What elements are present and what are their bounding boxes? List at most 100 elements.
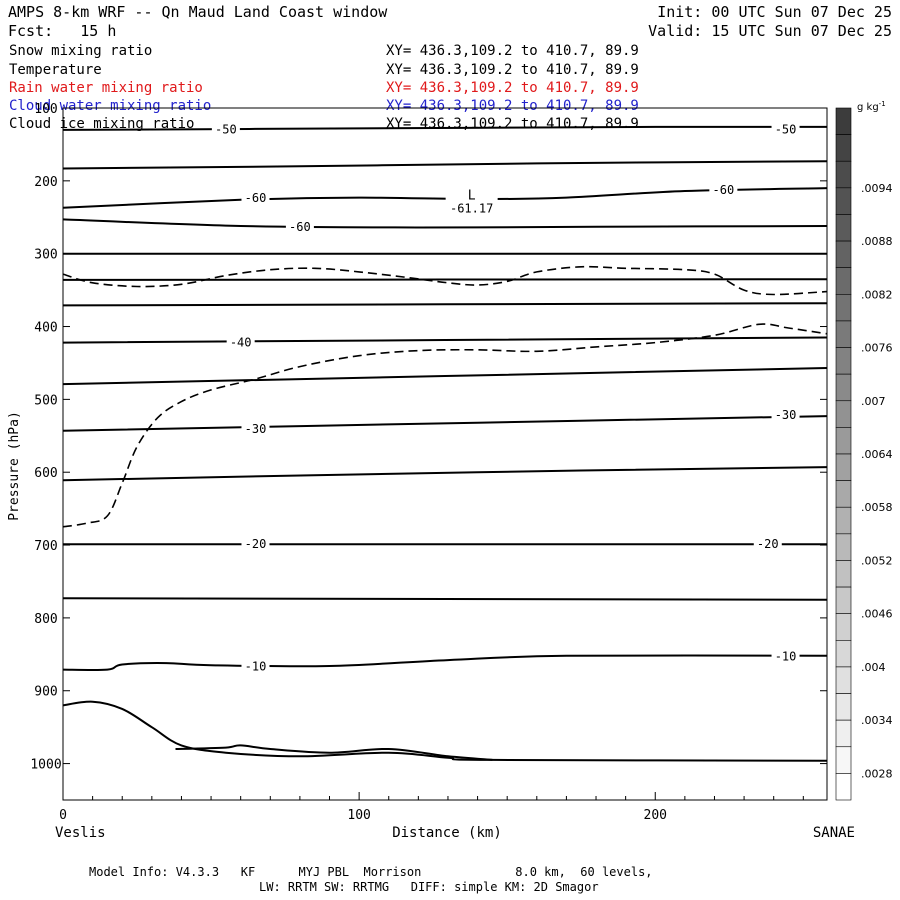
contour-label: -50 — [215, 123, 237, 137]
isotherm-line — [62, 278, 828, 281]
low-center-marker: L — [468, 189, 476, 204]
contour-label: -30 — [775, 408, 797, 422]
dashed-contour-line — [62, 323, 828, 528]
colorbar-label: .0094 — [861, 182, 893, 195]
field-xy: XY= 436.3,109.2 to 410.7, 89.9 — [386, 43, 639, 59]
init-time: Init: 00 UTC Sun 07 Dec 25 — [657, 3, 892, 21]
contour-label-bg — [226, 334, 255, 349]
colorbar-label: .0052 — [861, 554, 893, 567]
colorbar-label: .0088 — [861, 235, 893, 248]
colorbar-swatch — [835, 640, 852, 668]
contour-label: -10 — [775, 649, 797, 663]
field-name: Snow mixing ratio — [9, 43, 153, 59]
contour-label-bg — [211, 122, 240, 137]
x-tick-label: 0 — [59, 808, 67, 823]
colorbar-label: .0076 — [861, 342, 893, 355]
isotherm-line — [62, 336, 828, 344]
isotherm-lines — [62, 125, 828, 762]
colorbar-swatch — [835, 187, 852, 215]
y-tick-label: 200 — [34, 175, 57, 190]
contour-label: -40 — [230, 335, 252, 349]
colorbar-unit-base: g kg — [857, 102, 879, 113]
colorbar-swatch — [835, 427, 852, 455]
colorbar-swatch — [835, 347, 852, 375]
isotherm-line — [62, 160, 828, 170]
isotherm-line — [62, 415, 828, 432]
y-tick-label: 100 — [34, 102, 57, 117]
colorbar: .0094 .0088 .0082 .0076 .007 .0064 .0058 .0052.… — [835, 107, 893, 801]
model-info-line1: Model Info: V4.3.3 KF MYJ PBL Morrison 8… — [89, 865, 653, 879]
contour-label: -10 — [245, 659, 267, 673]
isotherm-line — [62, 466, 828, 482]
colorbar-swatch — [835, 400, 852, 428]
contour-label: -20 — [757, 537, 779, 551]
colorbar-swatch — [835, 214, 852, 242]
dashed-contours — [62, 265, 828, 528]
colorbar-swatch — [835, 240, 852, 268]
contour-label-bg — [241, 658, 270, 673]
colorbar-swatch — [835, 533, 852, 561]
isotherm-line — [62, 367, 828, 386]
colorbar-swatch — [835, 506, 852, 535]
colorbar-swatch — [835, 134, 852, 162]
field-xy: XY= 436.3,109.2 to 410.7, 89.9 — [386, 62, 639, 78]
y-tick-label: 400 — [34, 321, 57, 336]
x-tick-label: 200 — [644, 808, 667, 823]
contour-label-bg — [771, 648, 800, 663]
colorbar-swatch — [835, 693, 852, 721]
colorbar-unit-exponent: -1 — [879, 100, 886, 108]
field-name: Temperature — [9, 62, 102, 78]
isotherm-line — [62, 700, 828, 762]
colorbar-swatch — [835, 586, 852, 614]
colorbar-swatch — [835, 160, 852, 189]
contour-label: -60 — [245, 191, 267, 205]
colorbar-swatch — [835, 107, 852, 135]
y-tick-label: 900 — [34, 685, 57, 700]
colorbar-label: .0028 — [861, 767, 893, 780]
contour-label: -60 — [713, 183, 735, 197]
low-center-value: -61.17 — [450, 202, 493, 216]
contour-label: -50 — [775, 123, 797, 137]
colorbar-swatch — [835, 613, 852, 641]
colorbar-swatch — [835, 320, 852, 348]
contour-label: -30 — [245, 422, 267, 436]
field-xy: XY= 436.3,109.2 to 410.7, 89.9 — [386, 80, 639, 96]
isotherm-line — [62, 654, 828, 671]
right-endpoint-label: SANAE — [813, 825, 855, 841]
field-xy: XY= 436.3,109.2 to 410.7, 89.9 — [386, 98, 639, 114]
colorbar-swatch — [835, 560, 852, 588]
colorbar-swatch — [835, 666, 852, 694]
colorbar-swatch — [835, 719, 852, 748]
valid-time: Valid: 15 UTC Sun 07 Dec 25 — [648, 22, 892, 40]
contour-label: -60 — [289, 220, 311, 234]
colorbar-swatch — [835, 773, 852, 801]
colorbar-label: .0058 — [861, 501, 893, 514]
isotherm-line — [62, 597, 828, 601]
plot-frame — [62, 107, 828, 801]
field-name: Cloud water mixing ratio — [9, 98, 212, 114]
isotherm-line — [175, 744, 493, 761]
contour-label-bg — [241, 190, 270, 205]
colorbar-label: .004 — [861, 661, 886, 674]
y-tick-label: 600 — [34, 466, 57, 481]
chart-title: AMPS 8-km WRF -- Qn Maud Land Coast wind… — [8, 3, 388, 21]
forecast-hour: Fcst: 15 h — [8, 22, 117, 40]
colorbar-swatch — [835, 267, 852, 295]
x-tick-label: 100 — [347, 808, 370, 823]
y-tick-label: 500 — [34, 393, 57, 408]
colorbar-label: .007 — [861, 395, 886, 408]
y-tick-label: 700 — [34, 539, 57, 554]
contour-label-bg — [709, 182, 738, 197]
isotherm-line — [62, 125, 828, 131]
y-tick-label: 800 — [34, 612, 57, 627]
contour-label-bg — [771, 122, 800, 137]
colorbar-label: .0082 — [861, 288, 893, 301]
field-name: Cloud ice mixing ratio — [9, 116, 195, 132]
contour-label-bg — [771, 407, 800, 422]
colorbar-swatch — [835, 294, 852, 322]
axes: 100 200 300 400 500 600 700 800 900 1000 0 100 200 — [30, 102, 827, 823]
y-axis-label: Pressure (hPa) — [7, 411, 22, 521]
contour-label-bg — [241, 421, 270, 436]
field-name: Rain water mixing ratio — [9, 80, 203, 96]
